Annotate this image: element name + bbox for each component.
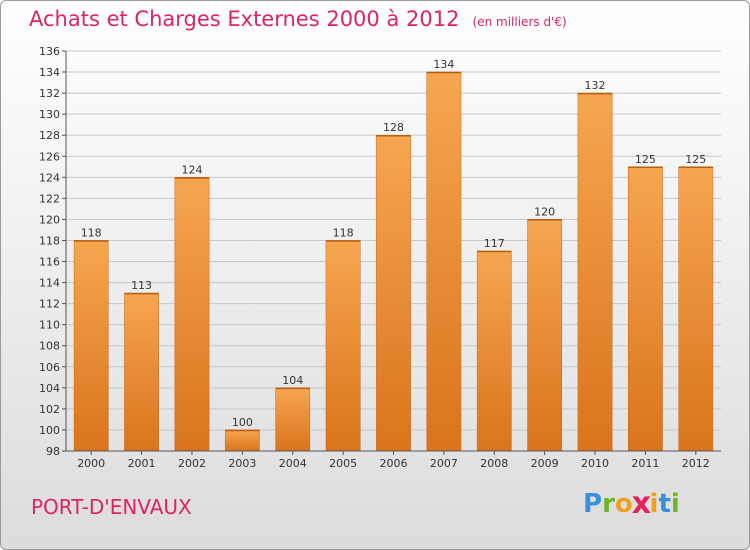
bar: [174, 177, 210, 452]
y-tick-label: 118: [39, 234, 60, 247]
x-tick-label: 2010: [581, 457, 609, 470]
bar-value-label: 100: [232, 416, 253, 429]
x-tick-label: 2011: [631, 457, 659, 470]
x-tick-label: 2006: [380, 457, 408, 470]
y-tick-label: 124: [39, 171, 60, 184]
bar-value-label: 124: [181, 163, 202, 176]
commune-name: PORT-D'ENVAUX: [31, 495, 192, 519]
bar: [628, 166, 663, 452]
x-tick-label: 2001: [128, 457, 156, 470]
x-tick-label: 2008: [480, 457, 508, 470]
x-tick-label: 2003: [228, 457, 256, 470]
y-tick-label: 100: [39, 424, 60, 437]
x-tick-label: 2007: [430, 457, 458, 470]
bar-layer: 118 113 124 100 104 118 128 134 117 120 132 125 125: [73, 58, 714, 452]
logo-letter: x: [631, 486, 651, 522]
y-tick-label: 112: [39, 298, 60, 311]
logo-letter: o: [614, 489, 633, 519]
bar-value-label: 125: [635, 153, 656, 166]
y-tick-label: 136: [39, 45, 60, 58]
bar: [325, 240, 361, 452]
bar: [376, 134, 411, 452]
logo-letter: i: [649, 489, 659, 519]
y-tick-label: 106: [39, 361, 60, 374]
logo-letter: t: [658, 489, 671, 519]
y-tick-label: 122: [39, 192, 60, 205]
logo-letter: P: [583, 489, 603, 519]
bar: [678, 166, 714, 452]
chart-title: Achats et Charges Externes 2000 à 2012: [29, 7, 460, 31]
bar-value-label: 128: [383, 121, 404, 134]
y-tick-label: 126: [39, 150, 60, 163]
y-tick-label: 132: [39, 87, 60, 100]
y-tick-label: 108: [39, 340, 60, 353]
x-tick-label: 2009: [531, 457, 559, 470]
bar-value-label: 113: [131, 279, 152, 292]
bar: [527, 219, 563, 452]
bar-value-label: 117: [484, 237, 505, 250]
bar: [577, 92, 613, 452]
y-tick-label: 98: [46, 445, 60, 458]
bar: [476, 250, 512, 452]
bar-value-label: 132: [585, 79, 606, 92]
bar-value-label: 104: [282, 374, 303, 387]
bar: [224, 429, 260, 452]
bar-value-label: 125: [685, 153, 706, 166]
title-row: Achats et Charges Externes 2000 à 2012 (…: [29, 7, 567, 31]
bar: [73, 240, 109, 452]
y-tick-label: 102: [39, 403, 60, 416]
proxiti-logo[interactable]: Proxiti: [583, 486, 680, 522]
y-tick-label: 128: [39, 129, 60, 142]
y-tick-label: 104: [39, 382, 60, 395]
y-tick-label: 120: [39, 213, 60, 226]
y-tick-label: 114: [39, 277, 60, 290]
bar-value-label: 120: [534, 205, 555, 218]
axis-layer: 98 100 102 104 106 108 110 112 114 116 118 120 122 12…: [39, 45, 721, 470]
y-tick-label: 116: [39, 256, 60, 269]
x-tick-label: 2012: [682, 457, 710, 470]
y-tick-label: 134: [39, 66, 60, 79]
logo-letter: r: [602, 489, 615, 519]
bar-value-label: 118: [81, 226, 102, 239]
chart-subtitle: (en milliers d'€): [472, 15, 567, 29]
bar: [275, 387, 311, 452]
bar-value-label: 134: [433, 58, 454, 71]
bar-value-label: 118: [333, 226, 354, 239]
logo-letter: i: [670, 489, 680, 519]
bar: [426, 71, 462, 452]
x-tick-label: 2002: [178, 457, 206, 470]
bar: [124, 292, 159, 452]
x-tick-label: 2005: [329, 457, 357, 470]
y-tick-label: 130: [39, 108, 60, 121]
x-tick-label: 2004: [279, 457, 307, 470]
y-tick-label: 110: [39, 319, 60, 332]
x-tick-label: 2000: [77, 457, 105, 470]
